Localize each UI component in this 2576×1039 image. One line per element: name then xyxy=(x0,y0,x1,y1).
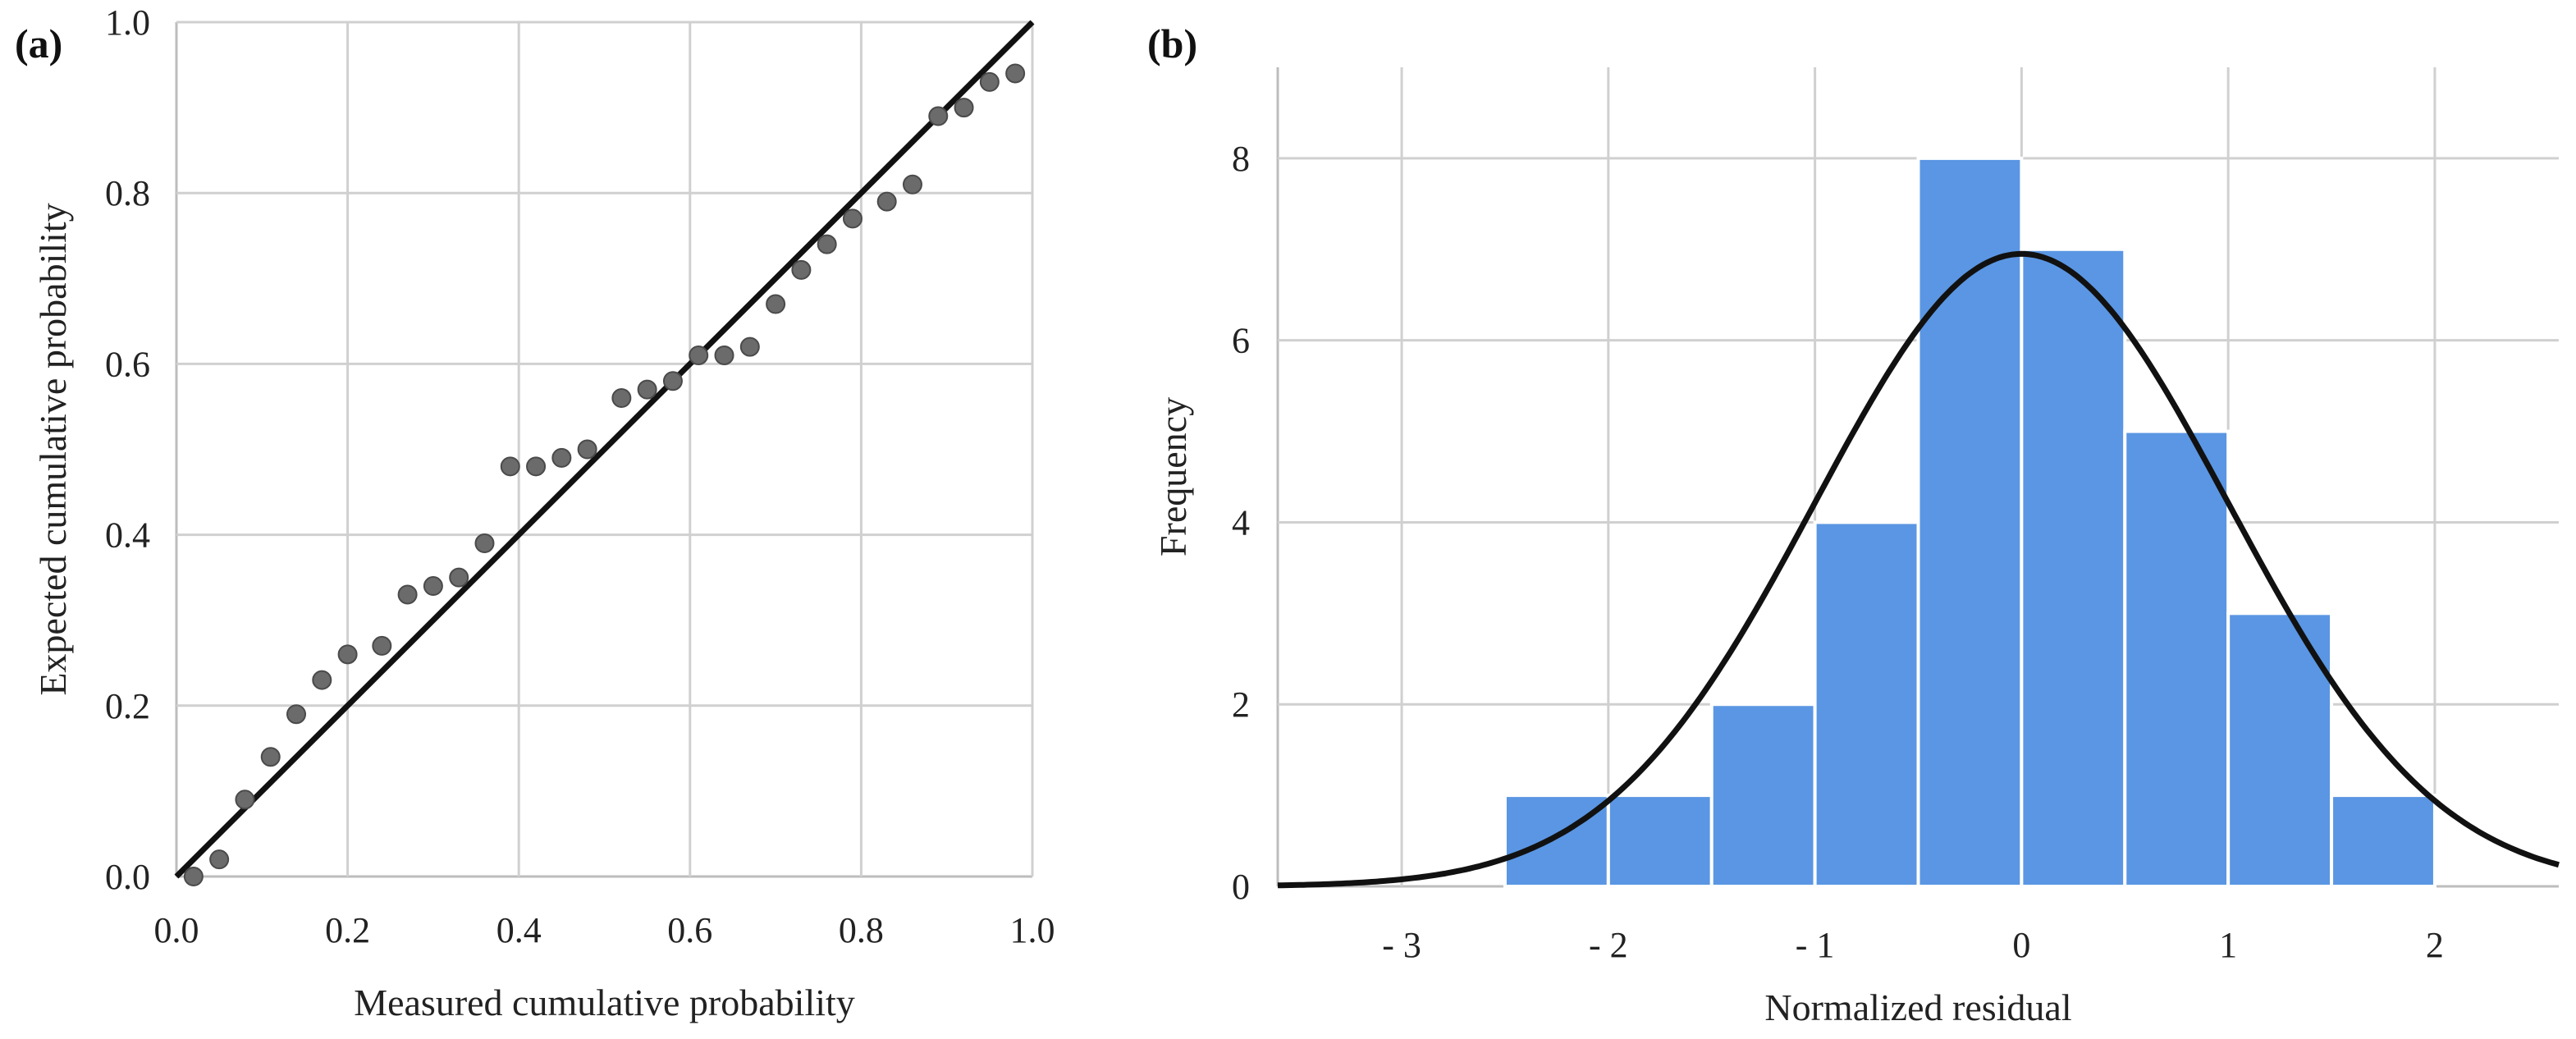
qq-point xyxy=(337,644,358,665)
qq-point xyxy=(714,345,734,365)
histogram-bar xyxy=(1813,520,1920,888)
qq-y-axis-title: Expected cumulative probability xyxy=(32,203,74,695)
histogram-y-tick-label: 4 xyxy=(1232,502,1250,542)
qq-point xyxy=(551,447,572,468)
qq-point xyxy=(979,71,1000,92)
histogram-y-tick-labels: 0 2 4 6 8 xyxy=(1232,139,1250,907)
qq-x-tick-label: 0.0 xyxy=(154,910,199,950)
qq-points xyxy=(183,63,1026,886)
histogram-y-tick-label: 0 xyxy=(1232,867,1250,907)
histogram-bar xyxy=(1503,794,1610,888)
qq-y-tick-label: 0.0 xyxy=(105,857,150,897)
qq-y-tick-label: 0.8 xyxy=(105,173,150,213)
qq-point xyxy=(611,388,632,409)
qq-x-tick-label: 0.2 xyxy=(325,910,370,950)
histogram-bar xyxy=(1606,794,1714,888)
qq-point xyxy=(500,456,520,477)
histogram-bar xyxy=(2330,794,2436,888)
panel-a-label: (a) xyxy=(15,21,62,66)
qq-x-tick-label: 0.8 xyxy=(839,910,884,950)
qq-x-axis-title: Measured cumulative probability xyxy=(354,982,855,1023)
qq-point xyxy=(1005,63,1026,84)
qq-point xyxy=(423,576,443,597)
histogram-x-axis-title: Normalized residual xyxy=(1764,986,2071,1028)
histogram-bar xyxy=(2123,429,2231,888)
qq-x-tick-label: 0.4 xyxy=(496,910,542,950)
histogram-panel: (b) 0 2 4 6 8 - 3 - 2 - 1 0 1 2 Normalized residu… xyxy=(1147,21,2560,1028)
histogram-x-tick-label: 0 xyxy=(2012,925,2030,965)
qq-x-tick-label: 1.0 xyxy=(1010,910,1055,950)
histogram-bar xyxy=(2020,247,2127,888)
qq-point xyxy=(397,584,418,605)
panel-b-label: (b) xyxy=(1147,21,1197,66)
qq-y-tick-label: 0.2 xyxy=(105,686,150,726)
qq-x-tick-labels: 0.0 0.2 0.4 0.6 0.8 1.0 xyxy=(154,910,1055,950)
qq-point xyxy=(739,336,760,357)
qq-point xyxy=(637,379,657,400)
histogram-y-tick-label: 2 xyxy=(1232,684,1250,725)
qq-point xyxy=(260,747,281,767)
histogram-x-tick-label: - 2 xyxy=(1589,925,1628,965)
qq-point xyxy=(474,533,495,554)
histogram-bar xyxy=(1916,156,2024,888)
qq-point xyxy=(286,704,307,725)
qq-point xyxy=(449,567,469,588)
qq-point xyxy=(526,456,547,477)
qq-y-tick-label: 0.4 xyxy=(105,515,150,556)
histogram-x-tick-label: 2 xyxy=(2426,925,2444,965)
histogram-bar xyxy=(1709,703,1817,888)
qq-point xyxy=(928,106,949,126)
qq-point xyxy=(766,294,786,314)
histogram-y-axis-title: Frequency xyxy=(1152,397,1194,556)
qq-point xyxy=(235,790,255,810)
qq-y-tick-label: 1.0 xyxy=(105,2,150,43)
qq-point xyxy=(902,174,922,195)
qq-point xyxy=(577,439,597,460)
qq-reference-line xyxy=(174,20,1035,879)
histogram-x-tick-label: - 3 xyxy=(1382,925,1421,965)
qq-point xyxy=(954,98,974,118)
histogram-x-tick-label: - 1 xyxy=(1796,925,1835,965)
histogram-x-tick-labels: - 3 - 2 - 1 0 1 2 xyxy=(1382,925,2444,965)
normal-curve xyxy=(1277,250,2560,889)
qq-point xyxy=(689,345,709,365)
qq-point xyxy=(183,867,204,886)
histogram-x-tick-label: 1 xyxy=(2219,925,2237,965)
qq-point xyxy=(791,259,812,280)
qq-y-tick-label: 0.6 xyxy=(105,344,150,384)
qq-x-tick-label: 0.6 xyxy=(667,910,712,950)
histogram-y-tick-label: 8 xyxy=(1232,139,1250,179)
qq-point xyxy=(817,234,837,254)
qq-point xyxy=(662,371,683,391)
histogram-bars xyxy=(1503,156,2436,888)
histogram-y-tick-label: 6 xyxy=(1232,321,1250,361)
qq-point xyxy=(372,635,392,656)
qq-point xyxy=(842,208,862,229)
qq-y-tick-labels: 0.0 0.2 0.4 0.6 0.8 1.0 xyxy=(105,2,150,897)
qq-point xyxy=(209,849,230,870)
qq-point xyxy=(876,191,897,212)
qq-plot-panel: (a) 0.0 0.2 0.4 0.6 0.8 1.0 0.0 0.2 0.4 0.6 0.8 1.… xyxy=(15,2,1055,1023)
qq-point xyxy=(312,670,332,690)
